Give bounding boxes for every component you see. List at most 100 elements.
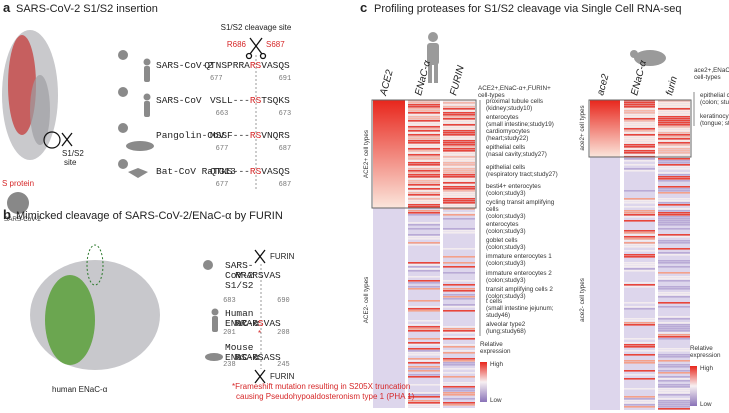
sequence: RRARSVAS	[235, 318, 281, 329]
scissors-b	[254, 249, 266, 384]
legend-title: expression	[690, 352, 721, 359]
heatmap-row	[408, 166, 440, 168]
sequence-part: ASS	[264, 352, 281, 363]
heatmap-row	[443, 186, 475, 188]
heatmap-row	[658, 354, 690, 356]
heatmap-row	[408, 262, 440, 264]
heatmap-row	[658, 108, 690, 110]
heatmap-row	[624, 270, 655, 272]
legend-low: Low	[700, 401, 712, 408]
heatmap-row	[624, 164, 655, 166]
heatmap-row	[408, 164, 440, 166]
heatmap-row	[443, 176, 475, 178]
cell-type: goblet cells	[486, 237, 518, 244]
heatmap-row	[443, 256, 475, 258]
heatmap-row	[443, 204, 475, 206]
heatmap-row	[443, 164, 475, 166]
cell-type: keratinocytes	[700, 113, 729, 120]
label: 238	[223, 361, 236, 369]
sequence-part: VAS	[264, 318, 281, 329]
species-icons	[118, 50, 223, 361]
heatmap-row	[408, 350, 440, 352]
heatmap-row	[624, 106, 655, 108]
heatmap-row	[658, 296, 690, 298]
sequence-part: TSQKS	[261, 95, 290, 106]
heatmap-row	[408, 134, 440, 136]
heatmap-row	[624, 236, 655, 238]
heatmap-row	[624, 216, 655, 218]
heatmap-row	[408, 400, 440, 402]
heatmap-row	[658, 128, 690, 130]
heatmap-row	[658, 158, 690, 160]
heatmap-row	[658, 302, 690, 304]
heatmap-row	[658, 330, 690, 332]
heatmap-row	[408, 320, 440, 322]
panel-label: a	[3, 0, 11, 15]
heatmap-row	[624, 360, 655, 362]
label: S687	[266, 40, 285, 49]
heatmap-row	[624, 264, 655, 266]
label: 201	[223, 329, 236, 337]
heatmap-row	[443, 280, 475, 282]
heatmap-row	[408, 306, 440, 308]
heatmap-row	[658, 138, 690, 140]
heatmap-row	[408, 116, 440, 118]
heatmap-row	[443, 130, 475, 132]
heatmap-row	[624, 242, 655, 244]
heatmap-row	[408, 330, 440, 332]
heatmap-row	[408, 200, 440, 202]
heatmap-row	[658, 350, 690, 352]
heatmap-row	[624, 206, 655, 208]
cell-type: (tongue; study2)	[700, 120, 729, 127]
heatmap-row	[658, 370, 690, 372]
heatmap-row	[443, 338, 475, 340]
heatmap-row	[443, 350, 475, 352]
heatmap-row	[408, 244, 440, 246]
heatmap-row	[443, 154, 475, 156]
heatmap-row	[408, 406, 440, 408]
heatmap-row	[408, 234, 440, 236]
heatmap-row	[443, 122, 475, 124]
heatmap-row	[443, 106, 475, 108]
heatmap-row	[658, 240, 690, 242]
heatmap-row	[408, 288, 440, 290]
cell-type: enterocytes	[486, 114, 519, 121]
heatmap-row	[658, 380, 690, 382]
panel-title: Mimicked cleavage of SARS-CoV-2/ENaC-α b…	[16, 210, 283, 222]
label: S1/S2 cleavage site	[221, 23, 292, 32]
heatmap-row	[658, 294, 690, 296]
sequence-part: QTNSPRRA	[204, 60, 250, 71]
heatmap-row	[408, 366, 440, 368]
legend-title: Relative	[480, 341, 503, 348]
panel-label: c	[360, 0, 367, 15]
column-label: ACE2	[378, 68, 396, 97]
sequence-part: VSLL---	[210, 95, 250, 106]
heatmap-row	[658, 322, 690, 324]
heatmap-row	[624, 198, 655, 200]
heatmap-row	[443, 394, 475, 396]
heatmap-row	[443, 132, 475, 134]
heatmap-row	[658, 378, 690, 380]
heatmap-row	[624, 152, 655, 154]
heatmap-row	[408, 142, 440, 144]
heatmap-row	[658, 178, 690, 180]
heatmap-row	[658, 152, 690, 154]
heatmap-row	[624, 214, 655, 216]
sequence: RRARSVAS	[235, 270, 281, 281]
heatmap-row	[408, 154, 440, 156]
heatmap-row	[443, 404, 475, 406]
heatmap-row	[408, 174, 440, 176]
heatmap-row	[443, 294, 475, 296]
heatmap-row	[658, 316, 690, 318]
heatmap-row	[443, 108, 475, 110]
heatmap-row	[408, 404, 440, 406]
heatmap-row	[624, 158, 655, 160]
heatmap-row	[408, 270, 440, 272]
heatmap-row	[408, 126, 440, 128]
heatmap-row	[658, 406, 690, 408]
heatmap-row	[624, 268, 655, 270]
cell-type: (lung;study68)	[486, 328, 526, 335]
heatmap-row	[443, 266, 475, 268]
cell-type: (heart;study22)	[486, 135, 528, 142]
heatmap-row	[658, 100, 690, 102]
